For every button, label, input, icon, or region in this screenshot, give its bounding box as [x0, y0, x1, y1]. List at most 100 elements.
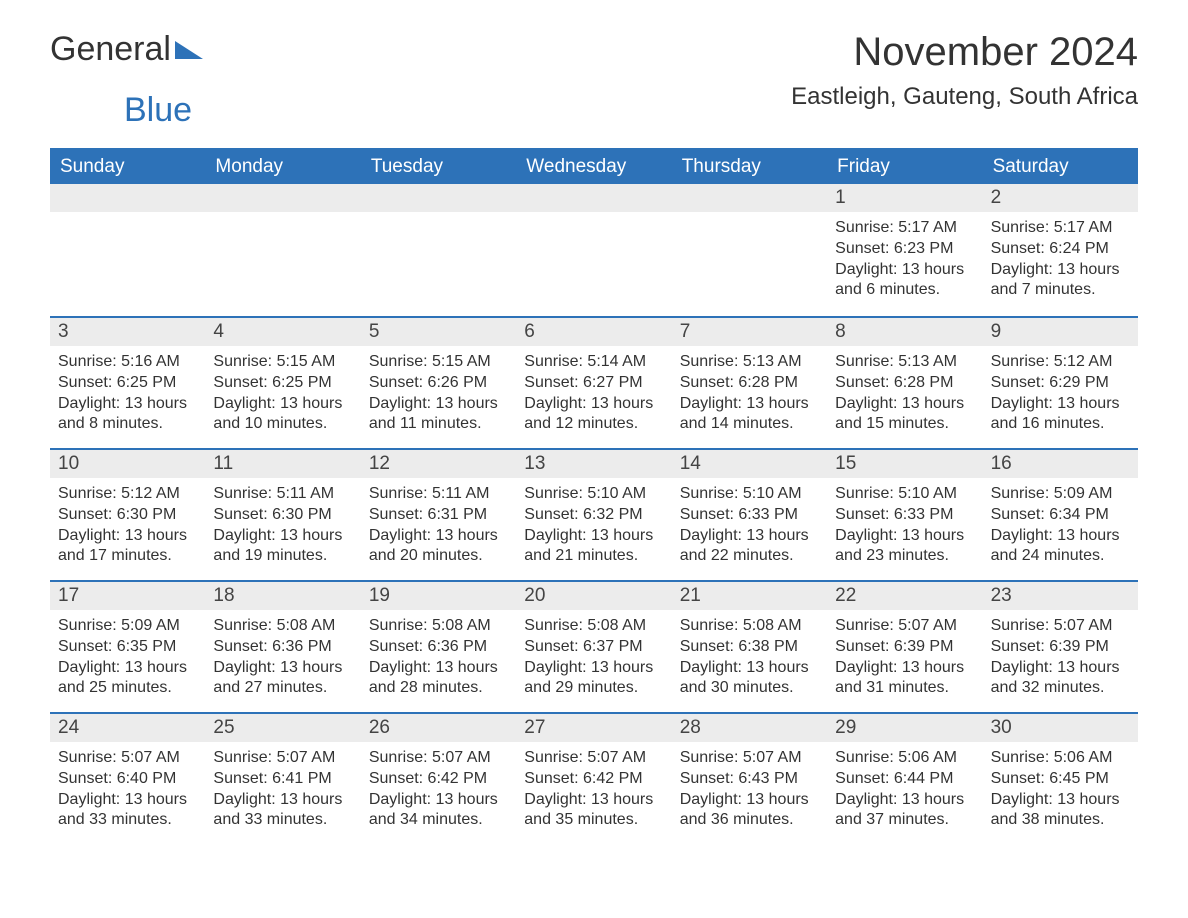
day-cell: 13Sunrise: 5:10 AMSunset: 6:32 PMDayligh… — [516, 448, 671, 580]
day-details: Sunrise: 5:16 AMSunset: 6:25 PMDaylight:… — [50, 346, 205, 445]
detail-line-dl1: Daylight: 13 hours — [58, 658, 197, 679]
detail-line-sunset: Sunset: 6:26 PM — [369, 373, 508, 394]
day-details: Sunrise: 5:07 AMSunset: 6:42 PMDaylight:… — [361, 742, 516, 841]
detail-line-sunset: Sunset: 6:36 PM — [369, 637, 508, 658]
detail-line-sunset: Sunset: 6:23 PM — [835, 239, 974, 260]
detail-line-dl1: Daylight: 13 hours — [369, 526, 508, 547]
detail-line-dl1: Daylight: 13 hours — [213, 526, 352, 547]
detail-line-dl1: Daylight: 13 hours — [835, 394, 974, 415]
detail-line-dl1: Daylight: 13 hours — [524, 790, 663, 811]
detail-line-sunset: Sunset: 6:39 PM — [835, 637, 974, 658]
detail-line-sunrise: Sunrise: 5:08 AM — [369, 616, 508, 637]
detail-line-dl2: and 15 minutes. — [835, 414, 974, 435]
detail-line-dl1: Daylight: 13 hours — [991, 394, 1130, 415]
detail-line-dl2: and 33 minutes. — [58, 810, 197, 831]
day-details: Sunrise: 5:07 AMSunset: 6:41 PMDaylight:… — [205, 742, 360, 841]
day-number: 8 — [827, 318, 982, 346]
day-details: Sunrise: 5:14 AMSunset: 6:27 PMDaylight:… — [516, 346, 671, 445]
day-details: Sunrise: 5:15 AMSunset: 6:26 PMDaylight:… — [361, 346, 516, 445]
day-header: Monday — [205, 150, 360, 184]
detail-line-sunrise: Sunrise: 5:12 AM — [58, 484, 197, 505]
detail-line-dl1: Daylight: 13 hours — [835, 658, 974, 679]
day-details: Sunrise: 5:07 AMSunset: 6:39 PMDaylight:… — [827, 610, 982, 709]
day-header: Saturday — [983, 150, 1138, 184]
day-cell: 25Sunrise: 5:07 AMSunset: 6:41 PMDayligh… — [205, 712, 360, 844]
day-cell: 12Sunrise: 5:11 AMSunset: 6:31 PMDayligh… — [361, 448, 516, 580]
detail-line-sunrise: Sunrise: 5:10 AM — [524, 484, 663, 505]
detail-line-sunset: Sunset: 6:33 PM — [835, 505, 974, 526]
day-number: 23 — [983, 582, 1138, 610]
empty-daynum — [516, 184, 671, 212]
day-number: 28 — [672, 714, 827, 742]
day-number: 13 — [516, 450, 671, 478]
detail-line-sunrise: Sunrise: 5:08 AM — [524, 616, 663, 637]
detail-line-sunset: Sunset: 6:30 PM — [58, 505, 197, 526]
empty-cell — [205, 184, 360, 316]
day-number: 3 — [50, 318, 205, 346]
empty-cell — [361, 184, 516, 316]
day-cell: 3Sunrise: 5:16 AMSunset: 6:25 PMDaylight… — [50, 316, 205, 448]
day-number: 12 — [361, 450, 516, 478]
day-number: 21 — [672, 582, 827, 610]
day-details: Sunrise: 5:17 AMSunset: 6:24 PMDaylight:… — [983, 212, 1138, 311]
detail-line-sunrise: Sunrise: 5:07 AM — [680, 748, 819, 769]
day-details: Sunrise: 5:13 AMSunset: 6:28 PMDaylight:… — [827, 346, 982, 445]
detail-line-dl2: and 16 minutes. — [991, 414, 1130, 435]
detail-line-sunrise: Sunrise: 5:10 AM — [835, 484, 974, 505]
day-header: Friday — [827, 150, 982, 184]
logo-text-part1: General — [50, 30, 171, 69]
day-details: Sunrise: 5:07 AMSunset: 6:40 PMDaylight:… — [50, 742, 205, 841]
logo-triangle-icon — [175, 41, 203, 59]
detail-line-dl2: and 8 minutes. — [58, 414, 197, 435]
detail-line-dl2: and 12 minutes. — [524, 414, 663, 435]
detail-line-sunrise: Sunrise: 5:12 AM — [991, 352, 1130, 373]
day-cell: 2Sunrise: 5:17 AMSunset: 6:24 PMDaylight… — [983, 184, 1138, 316]
detail-line-dl1: Daylight: 13 hours — [58, 790, 197, 811]
detail-line-dl1: Daylight: 13 hours — [991, 658, 1130, 679]
detail-line-dl2: and 24 minutes. — [991, 546, 1130, 567]
day-number: 22 — [827, 582, 982, 610]
day-details: Sunrise: 5:09 AMSunset: 6:35 PMDaylight:… — [50, 610, 205, 709]
day-number: 14 — [672, 450, 827, 478]
day-details: Sunrise: 5:12 AMSunset: 6:30 PMDaylight:… — [50, 478, 205, 577]
detail-line-sunset: Sunset: 6:29 PM — [991, 373, 1130, 394]
detail-line-sunrise: Sunrise: 5:08 AM — [680, 616, 819, 637]
day-cell: 15Sunrise: 5:10 AMSunset: 6:33 PMDayligh… — [827, 448, 982, 580]
detail-line-dl1: Daylight: 13 hours — [213, 658, 352, 679]
detail-line-dl1: Daylight: 13 hours — [680, 658, 819, 679]
detail-line-dl1: Daylight: 13 hours — [991, 526, 1130, 547]
detail-line-dl1: Daylight: 13 hours — [680, 526, 819, 547]
day-cell: 24Sunrise: 5:07 AMSunset: 6:40 PMDayligh… — [50, 712, 205, 844]
day-number: 10 — [50, 450, 205, 478]
detail-line-sunset: Sunset: 6:45 PM — [991, 769, 1130, 790]
empty-daynum — [50, 184, 205, 212]
day-cell: 10Sunrise: 5:12 AMSunset: 6:30 PMDayligh… — [50, 448, 205, 580]
detail-line-dl1: Daylight: 13 hours — [991, 260, 1130, 281]
day-details: Sunrise: 5:09 AMSunset: 6:34 PMDaylight:… — [983, 478, 1138, 577]
day-number: 20 — [516, 582, 671, 610]
day-cell: 16Sunrise: 5:09 AMSunset: 6:34 PMDayligh… — [983, 448, 1138, 580]
detail-line-dl2: and 7 minutes. — [991, 280, 1130, 301]
location-text: Eastleigh, Gauteng, South Africa — [791, 83, 1138, 111]
day-details: Sunrise: 5:10 AMSunset: 6:32 PMDaylight:… — [516, 478, 671, 577]
day-details: Sunrise: 5:07 AMSunset: 6:43 PMDaylight:… — [672, 742, 827, 841]
day-details: Sunrise: 5:17 AMSunset: 6:23 PMDaylight:… — [827, 212, 982, 311]
detail-line-sunset: Sunset: 6:42 PM — [524, 769, 663, 790]
detail-line-dl2: and 22 minutes. — [680, 546, 819, 567]
detail-line-sunset: Sunset: 6:35 PM — [58, 637, 197, 658]
detail-line-sunset: Sunset: 6:33 PM — [680, 505, 819, 526]
detail-line-dl2: and 35 minutes. — [524, 810, 663, 831]
detail-line-dl1: Daylight: 13 hours — [58, 526, 197, 547]
day-number: 7 — [672, 318, 827, 346]
day-number: 30 — [983, 714, 1138, 742]
day-details: Sunrise: 5:11 AMSunset: 6:31 PMDaylight:… — [361, 478, 516, 577]
detail-line-dl2: and 32 minutes. — [991, 678, 1130, 699]
day-header: Thursday — [672, 150, 827, 184]
detail-line-sunrise: Sunrise: 5:07 AM — [835, 616, 974, 637]
day-header: Wednesday — [516, 150, 671, 184]
day-cell: 21Sunrise: 5:08 AMSunset: 6:38 PMDayligh… — [672, 580, 827, 712]
detail-line-dl2: and 37 minutes. — [835, 810, 974, 831]
detail-line-sunset: Sunset: 6:37 PM — [524, 637, 663, 658]
detail-line-sunrise: Sunrise: 5:09 AM — [58, 616, 197, 637]
day-number: 1 — [827, 184, 982, 212]
